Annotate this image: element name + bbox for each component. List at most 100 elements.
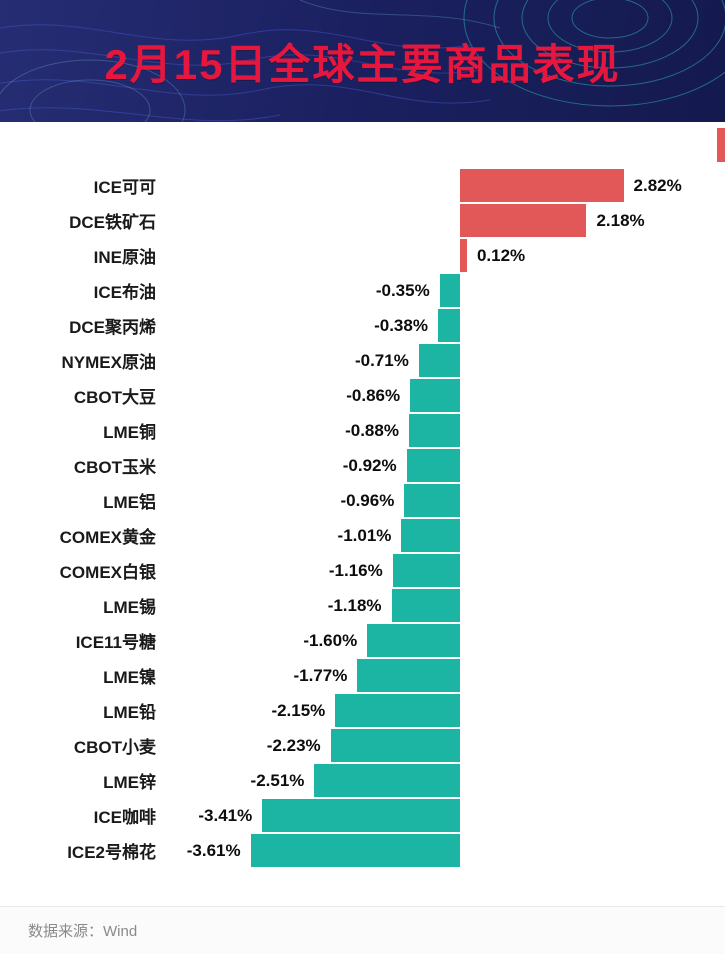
value-label: -0.71% xyxy=(354,351,409,370)
category-label: CBOT大豆 xyxy=(73,388,156,407)
negative-bar xyxy=(392,554,460,587)
negative-bar xyxy=(437,309,460,342)
chart-row: INE原油 0.12% xyxy=(0,238,725,273)
value-label: -1.18% xyxy=(327,596,382,615)
value-label: 0.12% xyxy=(476,246,526,265)
value-label: -1.16% xyxy=(328,561,383,580)
bar-track: 2.82% xyxy=(170,168,725,203)
negative-bar xyxy=(404,484,460,517)
category-label: DCE聚丙烯 xyxy=(69,318,156,337)
category-label: ICE布油 xyxy=(93,283,156,302)
chart-row: LME锡 -1.18% xyxy=(0,588,725,623)
category-label: DCE铁矿石 xyxy=(69,213,156,232)
value-label: -3.41% xyxy=(198,806,253,825)
value-label: -2.23% xyxy=(266,736,321,755)
chart-row: COMEX白银 -1.16% xyxy=(0,553,725,588)
value-label: -2.51% xyxy=(250,771,305,790)
category-label: LME铜 xyxy=(103,423,156,442)
negative-bar xyxy=(314,764,460,797)
value-label: -0.35% xyxy=(375,281,430,300)
chart-row: LME镍 -1.77% xyxy=(0,658,725,693)
category-label: LME铅 xyxy=(103,703,156,722)
contour-pattern-graphic xyxy=(0,0,725,122)
value-label: 2.82% xyxy=(633,176,682,195)
category-label: ICE2号棉花 xyxy=(67,843,156,862)
category-label: COMEX黄金 xyxy=(59,528,156,547)
bar-track: -1.77% xyxy=(170,658,725,693)
value-label: -1.77% xyxy=(293,666,348,685)
negative-bar xyxy=(410,379,460,412)
bar-track: -0.96% xyxy=(170,483,725,518)
positive-bar xyxy=(460,204,587,237)
chart-row: ICE11号糖 -1.60% xyxy=(0,623,725,658)
bar-track: -2.23% xyxy=(170,728,725,763)
negative-bar xyxy=(335,694,460,727)
data-source-text: 数据来源：Wind xyxy=(28,923,138,940)
bar-track: -3.41% xyxy=(170,798,725,833)
chart-row: NYMEX原油 -0.71% xyxy=(0,343,725,378)
chart-row: LME铜 -0.88% xyxy=(0,413,725,448)
negative-bar xyxy=(439,274,460,307)
value-label: -0.92% xyxy=(342,456,397,475)
negative-bar xyxy=(250,834,460,867)
bar-track: -2.15% xyxy=(170,693,725,728)
bar-track: -1.01% xyxy=(170,518,725,553)
category-label: LME铝 xyxy=(103,493,156,512)
chart-row: COMEX黄金 -1.01% xyxy=(0,518,725,553)
negative-bar xyxy=(408,414,460,447)
chart-row: CBOT大豆 -0.86% xyxy=(0,378,725,413)
value-label: -0.96% xyxy=(340,491,395,510)
bar-track: -0.92% xyxy=(170,448,725,483)
bar-track: -0.86% xyxy=(170,378,725,413)
value-label: -1.01% xyxy=(337,526,392,545)
negative-bar xyxy=(262,799,460,832)
negative-bar xyxy=(330,729,460,762)
header: 2月15日全球主要商品表现 xyxy=(0,0,725,122)
category-label: COMEX白银 xyxy=(59,563,156,582)
value-label: -2.15% xyxy=(271,701,326,720)
negative-bar xyxy=(367,624,460,657)
chart-rows: ICE可可 2.82% DCE铁矿石 2.18% INE原油 0.12% ICE布油 -0.3… xyxy=(0,168,725,868)
chart-row: DCE聚丙烯 -0.38% xyxy=(0,308,725,343)
edge-red-artifact xyxy=(717,128,725,162)
chart-row: LME铅 -2.15% xyxy=(0,693,725,728)
bar-track: 2.18% xyxy=(170,203,725,238)
chart-row: DCE铁矿石 2.18% xyxy=(0,203,725,238)
bar-track: -1.60% xyxy=(170,623,725,658)
negative-bar xyxy=(406,449,460,482)
chart-row: ICE可可 2.82% xyxy=(0,168,725,203)
category-label: NYMEX原油 xyxy=(61,353,156,372)
page-title: 2月15日全球主要商品表现 xyxy=(104,40,621,88)
bar-track: -0.88% xyxy=(170,413,725,448)
category-label: ICE咖啡 xyxy=(93,808,156,827)
category-label: ICE11号糖 xyxy=(75,633,156,652)
bar-track: -1.16% xyxy=(170,553,725,588)
bar-track: -0.35% xyxy=(170,273,725,308)
category-label: LME锌 xyxy=(103,773,156,792)
category-label: LME镍 xyxy=(103,668,156,687)
value-label: -3.61% xyxy=(186,841,241,860)
category-label: ICE可可 xyxy=(93,178,156,197)
chart-row: ICE布油 -0.35% xyxy=(0,273,725,308)
chart-row: ICE咖啡 -3.41% xyxy=(0,798,725,833)
chart-row: LME锌 -2.51% xyxy=(0,763,725,798)
bar-track: -3.61% xyxy=(170,833,725,868)
category-label: CBOT玉米 xyxy=(73,458,156,477)
bar-track: -0.38% xyxy=(170,308,725,343)
category-label: CBOT小麦 xyxy=(73,738,156,757)
chart-row: CBOT玉米 -0.92% xyxy=(0,448,725,483)
value-label: -0.88% xyxy=(345,421,399,440)
value-label: -0.86% xyxy=(346,386,401,405)
negative-bar xyxy=(418,344,460,377)
chart-row: CBOT小麦 -2.23% xyxy=(0,728,725,763)
negative-bar xyxy=(357,659,460,692)
footer: 数据来源：Wind xyxy=(0,906,725,954)
negative-bar xyxy=(401,519,460,552)
positive-bar xyxy=(460,239,467,272)
bar-track: -1.18% xyxy=(170,588,725,623)
bar-track: 0.12% xyxy=(170,238,725,273)
value-label: -1.60% xyxy=(303,631,358,650)
bar-track: -2.51% xyxy=(170,763,725,798)
chart-row: LME铝 -0.96% xyxy=(0,483,725,518)
